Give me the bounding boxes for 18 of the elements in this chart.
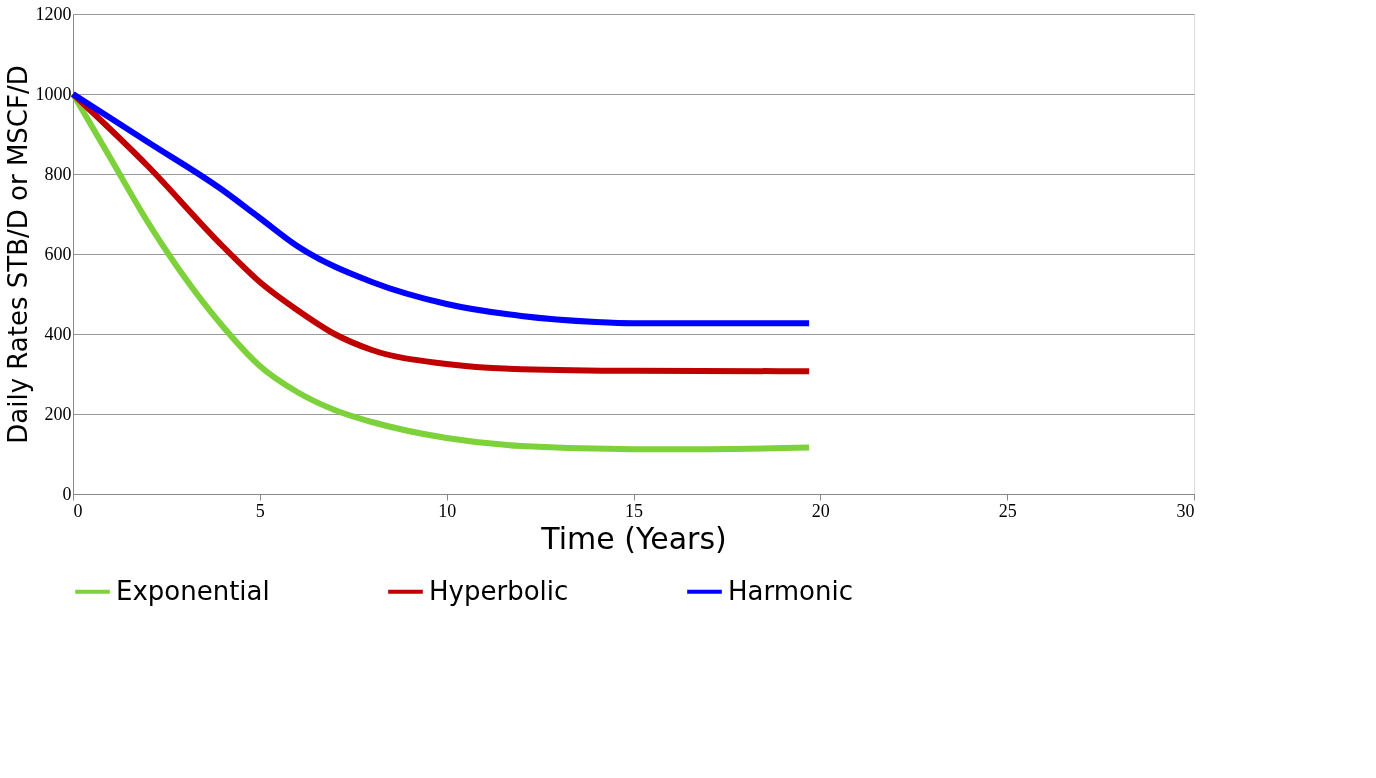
legend-label: Harmonic: [728, 575, 853, 606]
y-tick-label: 600: [44, 243, 72, 264]
x-tick-label: 5: [255, 500, 265, 521]
y-axis-title: Daily Rates STB/D or MSCF/D: [2, 65, 33, 444]
x-tick-label: 20: [811, 500, 830, 521]
x-tick-label: 25: [998, 500, 1017, 521]
y-tick-label: 200: [44, 403, 72, 424]
y-tick-label: 1000: [35, 83, 72, 104]
legend-label: Exponential: [116, 575, 270, 606]
y-tick-label: 400: [44, 323, 72, 344]
x-tick-label: 30: [1176, 500, 1195, 521]
x-tick-label: 10: [438, 500, 457, 521]
y-tick-label: 0: [62, 483, 72, 504]
x-tick-label: 15: [625, 500, 643, 521]
y-tick-label: 1200: [35, 3, 72, 24]
x-axis-title: Time (Years): [540, 520, 727, 556]
y-tick-label: 800: [44, 163, 72, 184]
legend-label: Hyperbolic: [429, 575, 569, 606]
